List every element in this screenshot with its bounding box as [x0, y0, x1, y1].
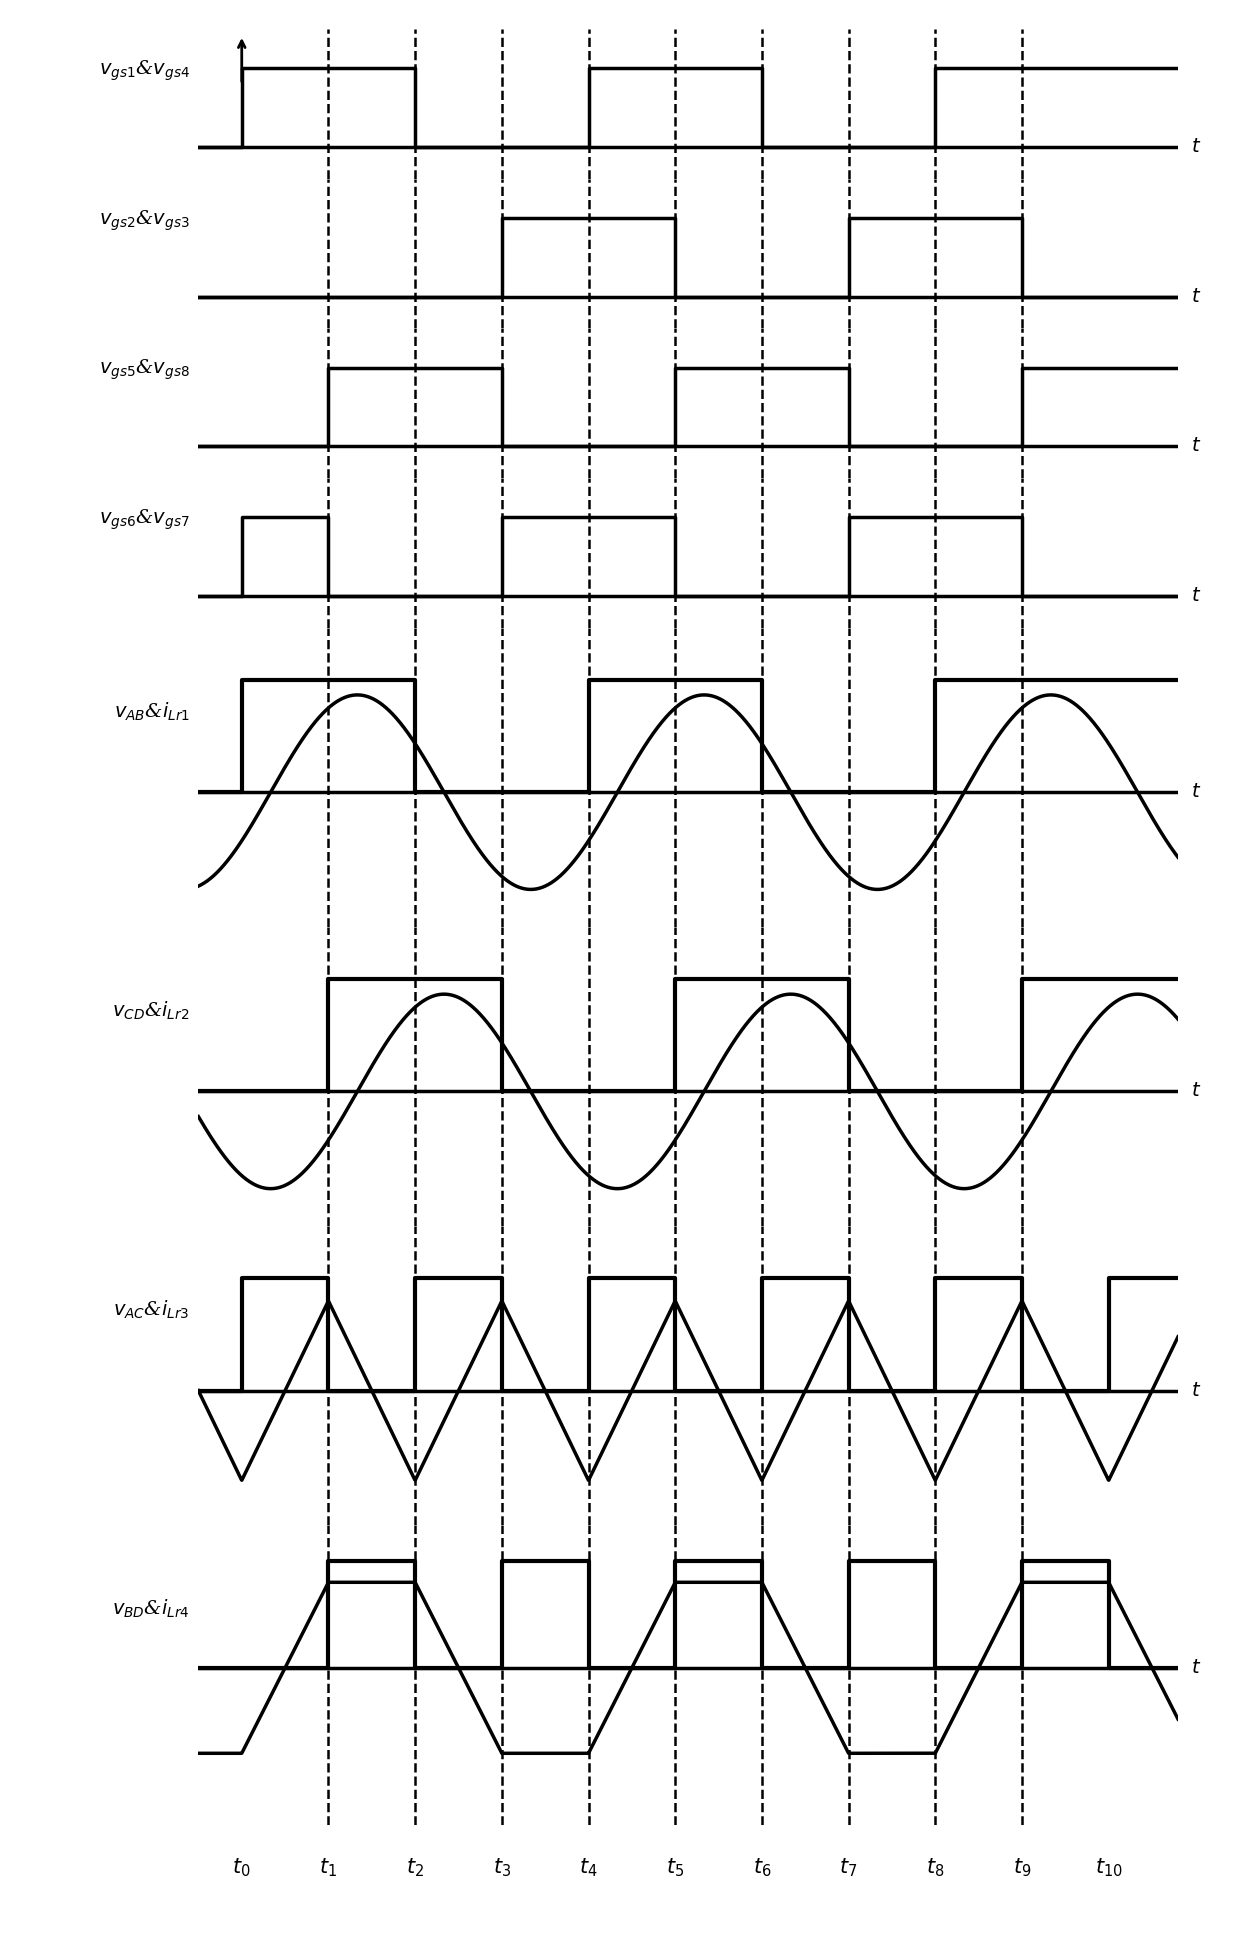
Text: $v_{gs2}$&$v_{gs3}$: $v_{gs2}$&$v_{gs3}$	[99, 208, 190, 233]
Text: $t$: $t$	[1190, 287, 1202, 307]
Text: $t$: $t$	[1190, 782, 1202, 802]
Text: $t_2$: $t_2$	[405, 1858, 424, 1879]
Text: $t_3$: $t_3$	[492, 1858, 511, 1879]
Text: $t_0$: $t_0$	[232, 1858, 250, 1879]
Text: $t_{10}$: $t_{10}$	[1095, 1858, 1122, 1879]
Text: $v_{gs6}$&$v_{gs7}$: $v_{gs6}$&$v_{gs7}$	[99, 509, 190, 532]
Text: $t_5$: $t_5$	[666, 1858, 684, 1879]
Text: $t_7$: $t_7$	[839, 1858, 858, 1879]
Text: $t_8$: $t_8$	[926, 1858, 945, 1879]
Text: $t$: $t$	[1190, 1660, 1202, 1677]
Text: $v_{gs5}$&$v_{gs8}$: $v_{gs5}$&$v_{gs8}$	[99, 357, 190, 382]
Text: $t_4$: $t_4$	[579, 1858, 598, 1879]
Text: $t$: $t$	[1190, 138, 1202, 155]
Text: $v_{gs1}$&$v_{gs4}$: $v_{gs1}$&$v_{gs4}$	[99, 58, 190, 83]
Text: $v_{BD}$&$i_{Lr4}$: $v_{BD}$&$i_{Lr4}$	[112, 1597, 190, 1621]
Text: $t$: $t$	[1190, 437, 1202, 456]
Text: $v_{AB}$&$i_{Lr1}$: $v_{AB}$&$i_{Lr1}$	[114, 701, 190, 722]
Text: $t$: $t$	[1190, 586, 1202, 606]
Text: $v_{CD}$&$i_{Lr2}$: $v_{CD}$&$i_{Lr2}$	[113, 1000, 190, 1021]
Text: $t_6$: $t_6$	[753, 1858, 771, 1879]
Text: $t$: $t$	[1190, 1083, 1202, 1101]
Text: $t$: $t$	[1190, 1382, 1202, 1399]
Text: $t_1$: $t_1$	[320, 1858, 337, 1879]
Text: $t_9$: $t_9$	[1013, 1858, 1032, 1879]
Text: $v_{AC}$&$i_{Lr3}$: $v_{AC}$&$i_{Lr3}$	[113, 1299, 190, 1322]
